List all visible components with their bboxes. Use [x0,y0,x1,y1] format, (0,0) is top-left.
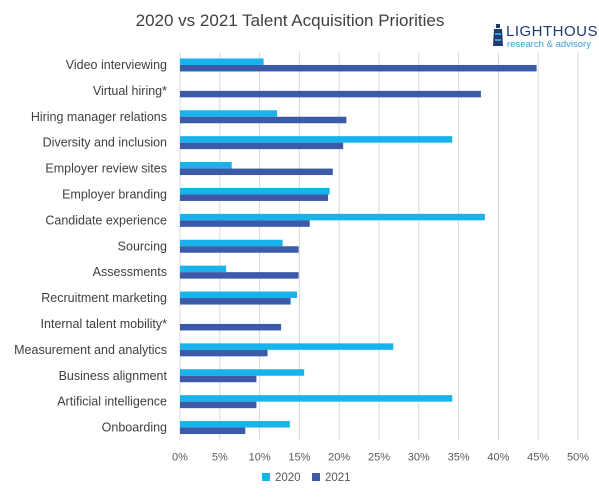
bar-2021 [180,246,299,253]
bars [180,58,537,435]
bar-2020 [180,291,298,299]
bar-2021 [180,401,257,409]
bar-2021 [180,323,282,331]
bar-2020 [180,395,453,402]
x-tick-label: 15% [288,452,310,464]
category-label: Virtual hiring* [93,84,167,98]
lighthouse-icon [493,24,503,46]
x-tick-label: 0% [172,452,188,464]
chart-title: 2020 vs 2021 Talent Acquisition Prioriti… [136,11,445,30]
bar-2021 [180,142,344,150]
bar-2021 [180,90,481,98]
bar-2021 [180,64,537,72]
bar-2020 [180,343,394,350]
bar-2021 [180,194,329,201]
category-label: Employer review sites [45,162,167,176]
bar-2021 [180,220,310,227]
category-label: Recruitment marketing [41,291,167,305]
category-label: Video interviewing [66,58,167,72]
category-label: Business alignment [59,369,168,383]
category-label: Artificial intelligence [57,395,167,409]
x-tick-label: 35% [448,452,470,464]
x-tick-label: 5% [212,452,228,464]
bar-2021 [180,375,257,383]
logo-name: LIGHTHOUSE [506,23,599,40]
bar-2020 [180,369,305,376]
legend-swatch-2021 [312,473,320,481]
x-tick-label: 25% [368,452,390,464]
x-tick-label: 10% [249,452,271,464]
x-tick-label: 50% [567,452,589,464]
bar-2020 [180,110,278,117]
bar-2020 [180,58,264,65]
legend-label: 2020 [275,472,301,484]
x-tick-label: 45% [527,452,549,464]
legend-swatch-2020 [262,473,270,481]
bar-2020 [180,239,283,247]
category-label: Employer branding [62,187,167,201]
bar-2020 [180,162,232,169]
bar-2021 [180,349,268,357]
legend: 2020 2021 [262,472,351,484]
legend-label: 2021 [325,472,351,484]
category-labels: Video interviewing Virtual hiring* Hiring … [14,58,167,435]
bar-2021 [180,168,333,176]
category-label: Assessments [93,265,167,279]
category-label: Onboarding [102,421,167,435]
x-tick-labels: 0% 5% 10% 15% 20% 25% 30% 35% 40% 45% 50% [172,452,589,464]
bar-2021 [180,272,299,279]
bar-2021 [180,298,291,305]
category-label: Sourcing [118,239,167,253]
bar-2020 [180,213,485,221]
bar-2021 [180,427,246,435]
bar-2020 [180,187,330,195]
x-tick-label: 20% [328,452,350,464]
logo-tagline: research & advisory [507,39,591,50]
bar-2020 [180,136,453,143]
bar-2020 [180,421,290,428]
category-label: Candidate experience [45,213,167,227]
x-tick-label: 30% [408,452,430,464]
bar-2020 [180,265,227,273]
category-label: Internal talent mobility* [41,317,168,331]
category-label: Diversity and inclusion [43,136,167,150]
category-label: Measurement and analytics [14,343,167,357]
x-tick-label: 40% [487,452,509,464]
category-label: Hiring manager relations [31,110,167,124]
logo: LIGHTHOUSE research & advisory [493,23,599,50]
bar-2021 [180,116,347,124]
